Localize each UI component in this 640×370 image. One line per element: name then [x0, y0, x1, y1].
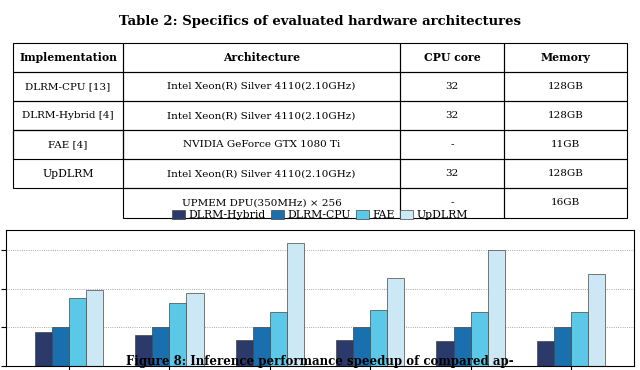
Bar [387, 278, 404, 366]
Text: 128GB: 128GB [548, 169, 584, 178]
Text: FAE [4]: FAE [4] [48, 140, 88, 149]
Bar [13, 43, 124, 72]
Text: UpDLRM: UpDLRM [42, 169, 93, 179]
Text: -: - [451, 140, 454, 149]
Bar [35, 332, 52, 366]
Bar [588, 274, 605, 366]
Text: Intel Xeon(R) Silver 4110(2.10GHz): Intel Xeon(R) Silver 4110(2.10GHz) [168, 82, 356, 91]
Text: DLRM-CPU [13]: DLRM-CPU [13] [26, 82, 111, 91]
Bar [353, 327, 370, 366]
Bar [124, 43, 400, 72]
Bar [336, 340, 353, 366]
Bar [400, 130, 504, 159]
Text: 32: 32 [445, 82, 459, 91]
Bar [400, 159, 504, 188]
Bar [504, 43, 627, 72]
Bar [504, 159, 627, 188]
Text: Implementation: Implementation [19, 52, 117, 63]
Text: 32: 32 [445, 169, 459, 178]
Bar [52, 327, 69, 366]
Bar [400, 72, 504, 101]
Bar [537, 341, 554, 366]
Bar [124, 101, 400, 130]
Text: Table 2: Specifics of evaluated hardware architectures: Table 2: Specifics of evaluated hardware… [119, 15, 521, 28]
Bar [504, 130, 627, 159]
Bar [13, 101, 124, 130]
Text: Memory: Memory [541, 52, 591, 63]
Bar [13, 130, 124, 188]
Bar [470, 312, 488, 366]
Text: 16GB: 16GB [551, 198, 580, 208]
Bar [571, 312, 588, 366]
Bar [400, 101, 504, 130]
Bar [504, 188, 627, 218]
Text: UPMEM DPU(350MHz) × 256: UPMEM DPU(350MHz) × 256 [182, 198, 342, 208]
Bar [86, 290, 103, 366]
Bar [436, 342, 454, 366]
Bar [69, 298, 86, 366]
Bar [400, 43, 504, 72]
Text: CPU core: CPU core [424, 52, 481, 63]
Bar [13, 130, 124, 159]
Text: 128GB: 128GB [548, 111, 584, 120]
Text: NVIDIA GeForce GTX 1080 Ti: NVIDIA GeForce GTX 1080 Ti [183, 140, 340, 149]
Legend: DLRM-Hybrid, DLRM-CPU, FAE, UpDLRM: DLRM-Hybrid, DLRM-CPU, FAE, UpDLRM [168, 206, 472, 225]
Bar [170, 303, 186, 366]
Bar [504, 101, 627, 130]
Bar [124, 188, 400, 218]
Bar [400, 188, 504, 218]
Bar [253, 327, 270, 366]
Text: Intel Xeon(R) Silver 4110(2.10GHz): Intel Xeon(R) Silver 4110(2.10GHz) [168, 169, 356, 178]
Bar [152, 327, 170, 366]
Bar [554, 327, 571, 366]
Text: DLRM-Hybrid [4]: DLRM-Hybrid [4] [22, 111, 114, 120]
Bar [124, 130, 400, 159]
Bar [135, 335, 152, 366]
Text: -: - [451, 198, 454, 208]
Bar [186, 293, 204, 366]
Text: Figure 8: Inference performance speedup of compared ap-: Figure 8: Inference performance speedup … [126, 355, 514, 368]
Bar [13, 72, 124, 101]
Text: 128GB: 128GB [548, 82, 584, 91]
Bar [124, 159, 400, 188]
Bar [236, 340, 253, 366]
Bar [270, 312, 287, 366]
Text: 11GB: 11GB [551, 140, 580, 149]
Text: 32: 32 [445, 111, 459, 120]
Bar [287, 243, 304, 366]
Bar [504, 72, 627, 101]
Bar [370, 310, 387, 366]
Bar [488, 250, 505, 366]
Text: Architecture: Architecture [223, 52, 300, 63]
Bar [124, 72, 400, 101]
Text: Intel Xeon(R) Silver 4110(2.10GHz): Intel Xeon(R) Silver 4110(2.10GHz) [168, 111, 356, 120]
Bar [454, 327, 470, 366]
